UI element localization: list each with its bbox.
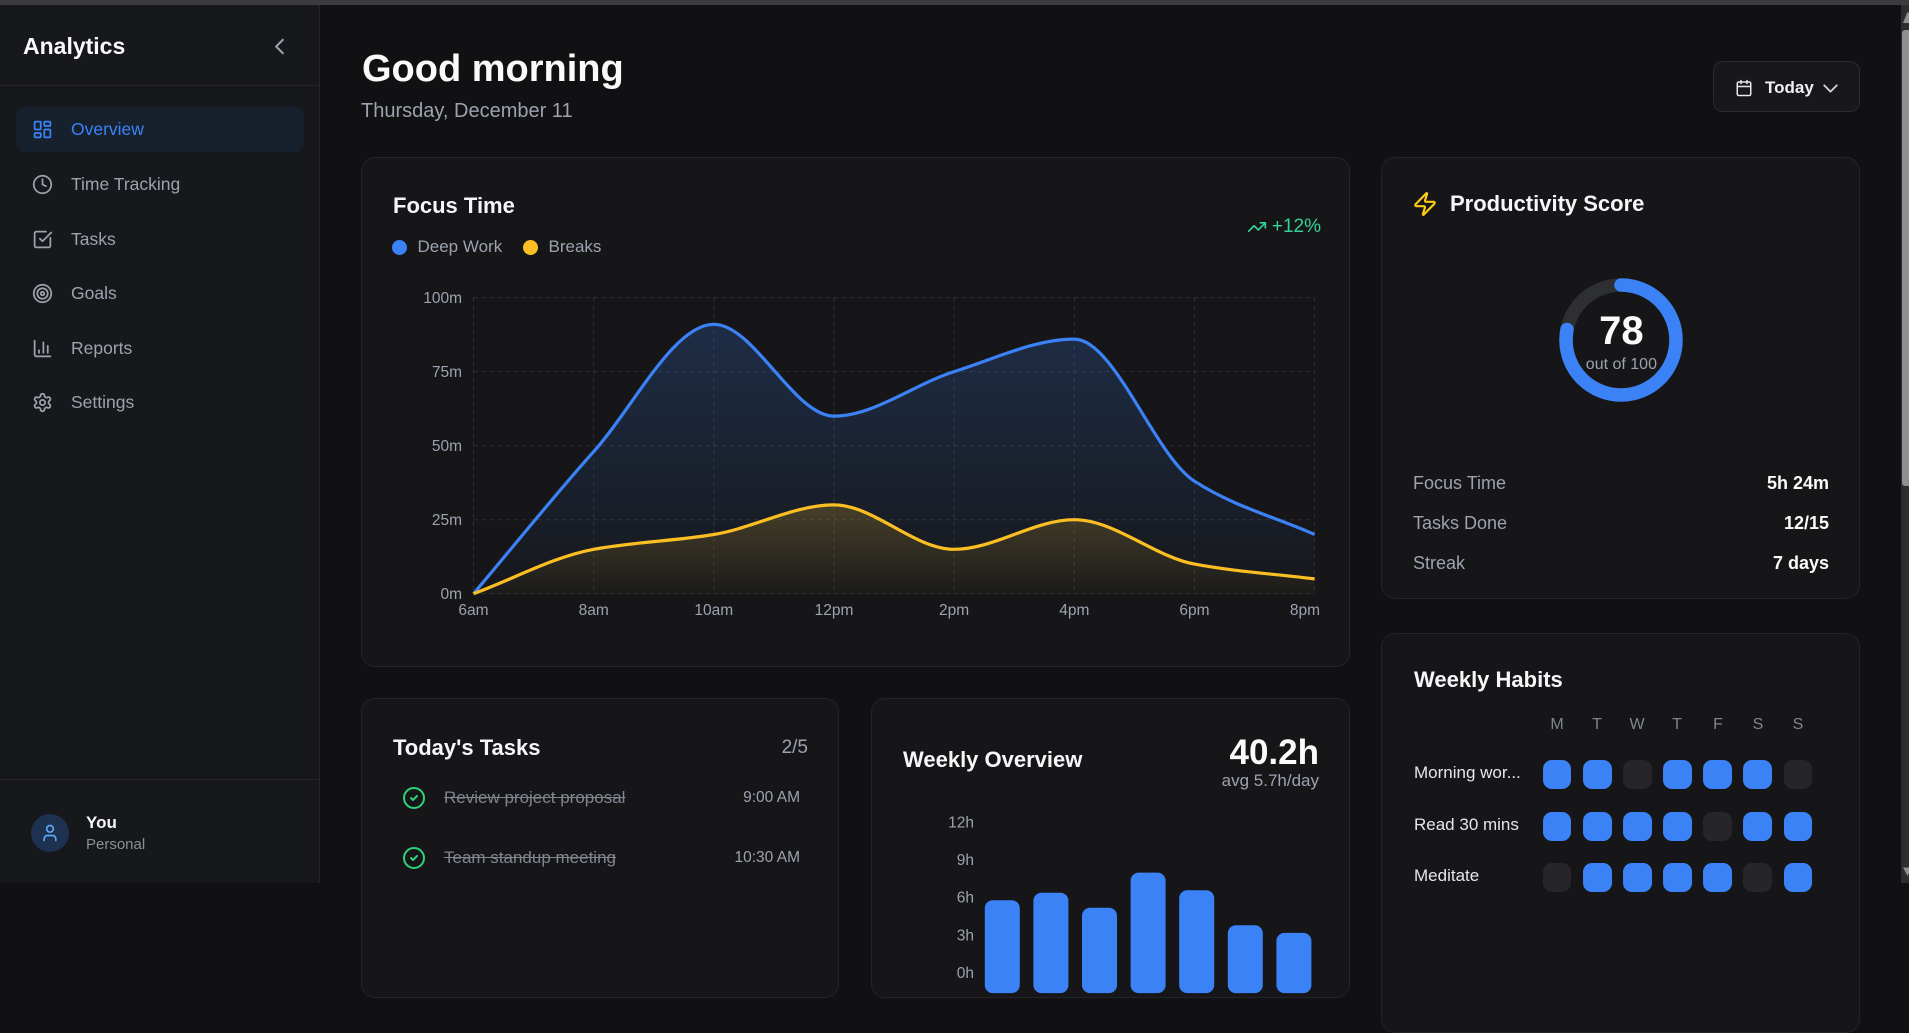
svg-text:8pm: 8pm xyxy=(1290,602,1320,619)
svg-text:9h: 9h xyxy=(957,852,974,869)
svg-text:6am: 6am xyxy=(458,602,488,619)
svg-text:4pm: 4pm xyxy=(1059,602,1089,619)
svg-text:8am: 8am xyxy=(579,602,609,619)
svg-text:12h: 12h xyxy=(948,814,974,831)
svg-text:12pm: 12pm xyxy=(815,602,854,619)
svg-text:2pm: 2pm xyxy=(939,602,969,619)
svg-text:0h: 0h xyxy=(957,965,974,982)
svg-text:6pm: 6pm xyxy=(1179,602,1209,619)
svg-text:100m: 100m xyxy=(423,290,462,307)
svg-text:50m: 50m xyxy=(432,438,462,455)
svg-text:3h: 3h xyxy=(957,927,974,944)
svg-text:75m: 75m xyxy=(432,364,462,381)
svg-text:6h: 6h xyxy=(957,890,974,907)
svg-text:25m: 25m xyxy=(432,512,462,529)
svg-text:0m: 0m xyxy=(440,586,462,603)
svg-text:10am: 10am xyxy=(694,602,733,619)
